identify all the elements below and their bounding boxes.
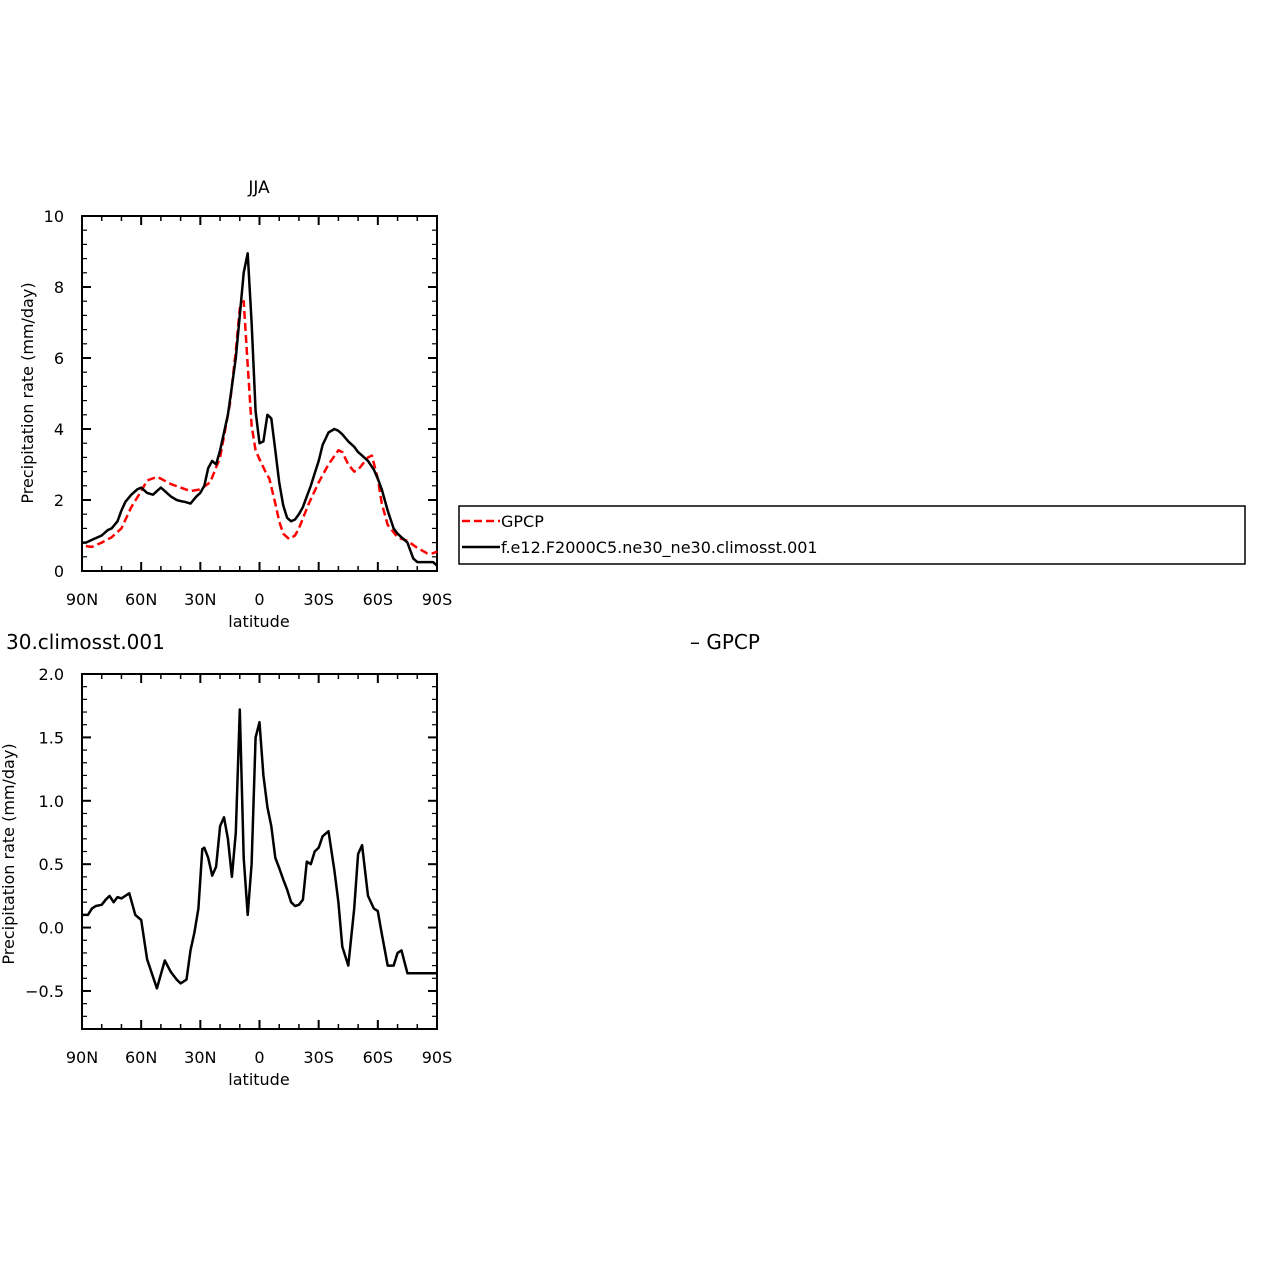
top-x-axis-label: latitude xyxy=(228,612,289,631)
bottom-x-axis-label: latitude xyxy=(228,1070,289,1089)
y-tick-label: −0.5 xyxy=(25,982,64,1001)
x-tick-label: 60N xyxy=(125,1048,157,1067)
legend-label-gpcp: GPCP xyxy=(501,512,544,531)
top-chart-title: JJA xyxy=(247,178,270,198)
x-tick-label: 60S xyxy=(363,590,394,609)
bottom-plot-frame xyxy=(81,673,438,1030)
y-tick-label: 0.5 xyxy=(39,855,64,874)
bottom-series xyxy=(82,708,437,990)
legend-box xyxy=(458,505,1246,565)
legend-label-model: f.e12.F2000C5.ne30_ne30.climosst.001 xyxy=(501,538,818,558)
legend: GPCP f.e12.F2000C5.ne30_ne30.climosst.00… xyxy=(458,505,1246,565)
top-tick-labels: 90N 60N 30N 0 30S 60S 90S 0 2 4 6 8 10 xyxy=(44,207,453,609)
y-tick-label: 1.0 xyxy=(39,792,64,811)
series-line-model xyxy=(82,252,438,567)
top-series xyxy=(82,252,438,567)
x-tick-label: 60S xyxy=(363,1048,394,1067)
x-tick-label: 0 xyxy=(254,1048,264,1067)
x-tick-label: 30S xyxy=(303,590,334,609)
y-tick-label: 0 xyxy=(54,562,64,581)
x-tick-label: 90N xyxy=(66,1048,98,1067)
bottom-y-axis-label: Precipitation rate (mm/day) xyxy=(0,743,18,964)
y-tick-label: 8 xyxy=(54,278,64,297)
y-tick-label: 10 xyxy=(44,207,64,226)
bottom-chart-title-right: – GPCP xyxy=(690,630,760,654)
x-tick-label: 90N xyxy=(66,590,98,609)
top-plot-frame xyxy=(81,215,438,572)
y-tick-label: 4 xyxy=(54,420,64,439)
x-tick-label: 0 xyxy=(254,590,264,609)
y-tick-label: 0.0 xyxy=(39,919,64,938)
bottom-chart-title-left: 30.climosst.001 xyxy=(6,630,165,654)
x-tick-label: 90S xyxy=(422,590,453,609)
series-line-model xyxy=(82,708,437,990)
top-y-axis-label: Precipitation rate (mm/day) xyxy=(18,282,37,503)
y-tick-label: 1.5 xyxy=(39,728,64,747)
top-ticks xyxy=(81,215,438,572)
x-tick-label: 30N xyxy=(184,590,216,609)
bottom-tick-labels: 90N 60N 30N 0 30S 60S 90S −0.5 0.0 0.5 1.0 1.5 2.0 xyxy=(25,665,452,1067)
x-tick-label: 90S xyxy=(422,1048,453,1067)
x-tick-label: 30N xyxy=(184,1048,216,1067)
bottom-panel: 30.climosst.001 – GPCP 90N 60N 30N 0 30S 60S 9… xyxy=(0,630,760,1089)
series-line-gpcp xyxy=(85,299,438,555)
x-tick-label: 60N xyxy=(125,590,157,609)
y-tick-label: 2.0 xyxy=(39,665,64,684)
bottom-y-label-clip: Precipitation rate (mm/day) xyxy=(0,743,18,964)
y-tick-label: 6 xyxy=(54,349,64,368)
x-tick-label: 30S xyxy=(303,1048,334,1067)
y-tick-label: 2 xyxy=(54,491,64,510)
